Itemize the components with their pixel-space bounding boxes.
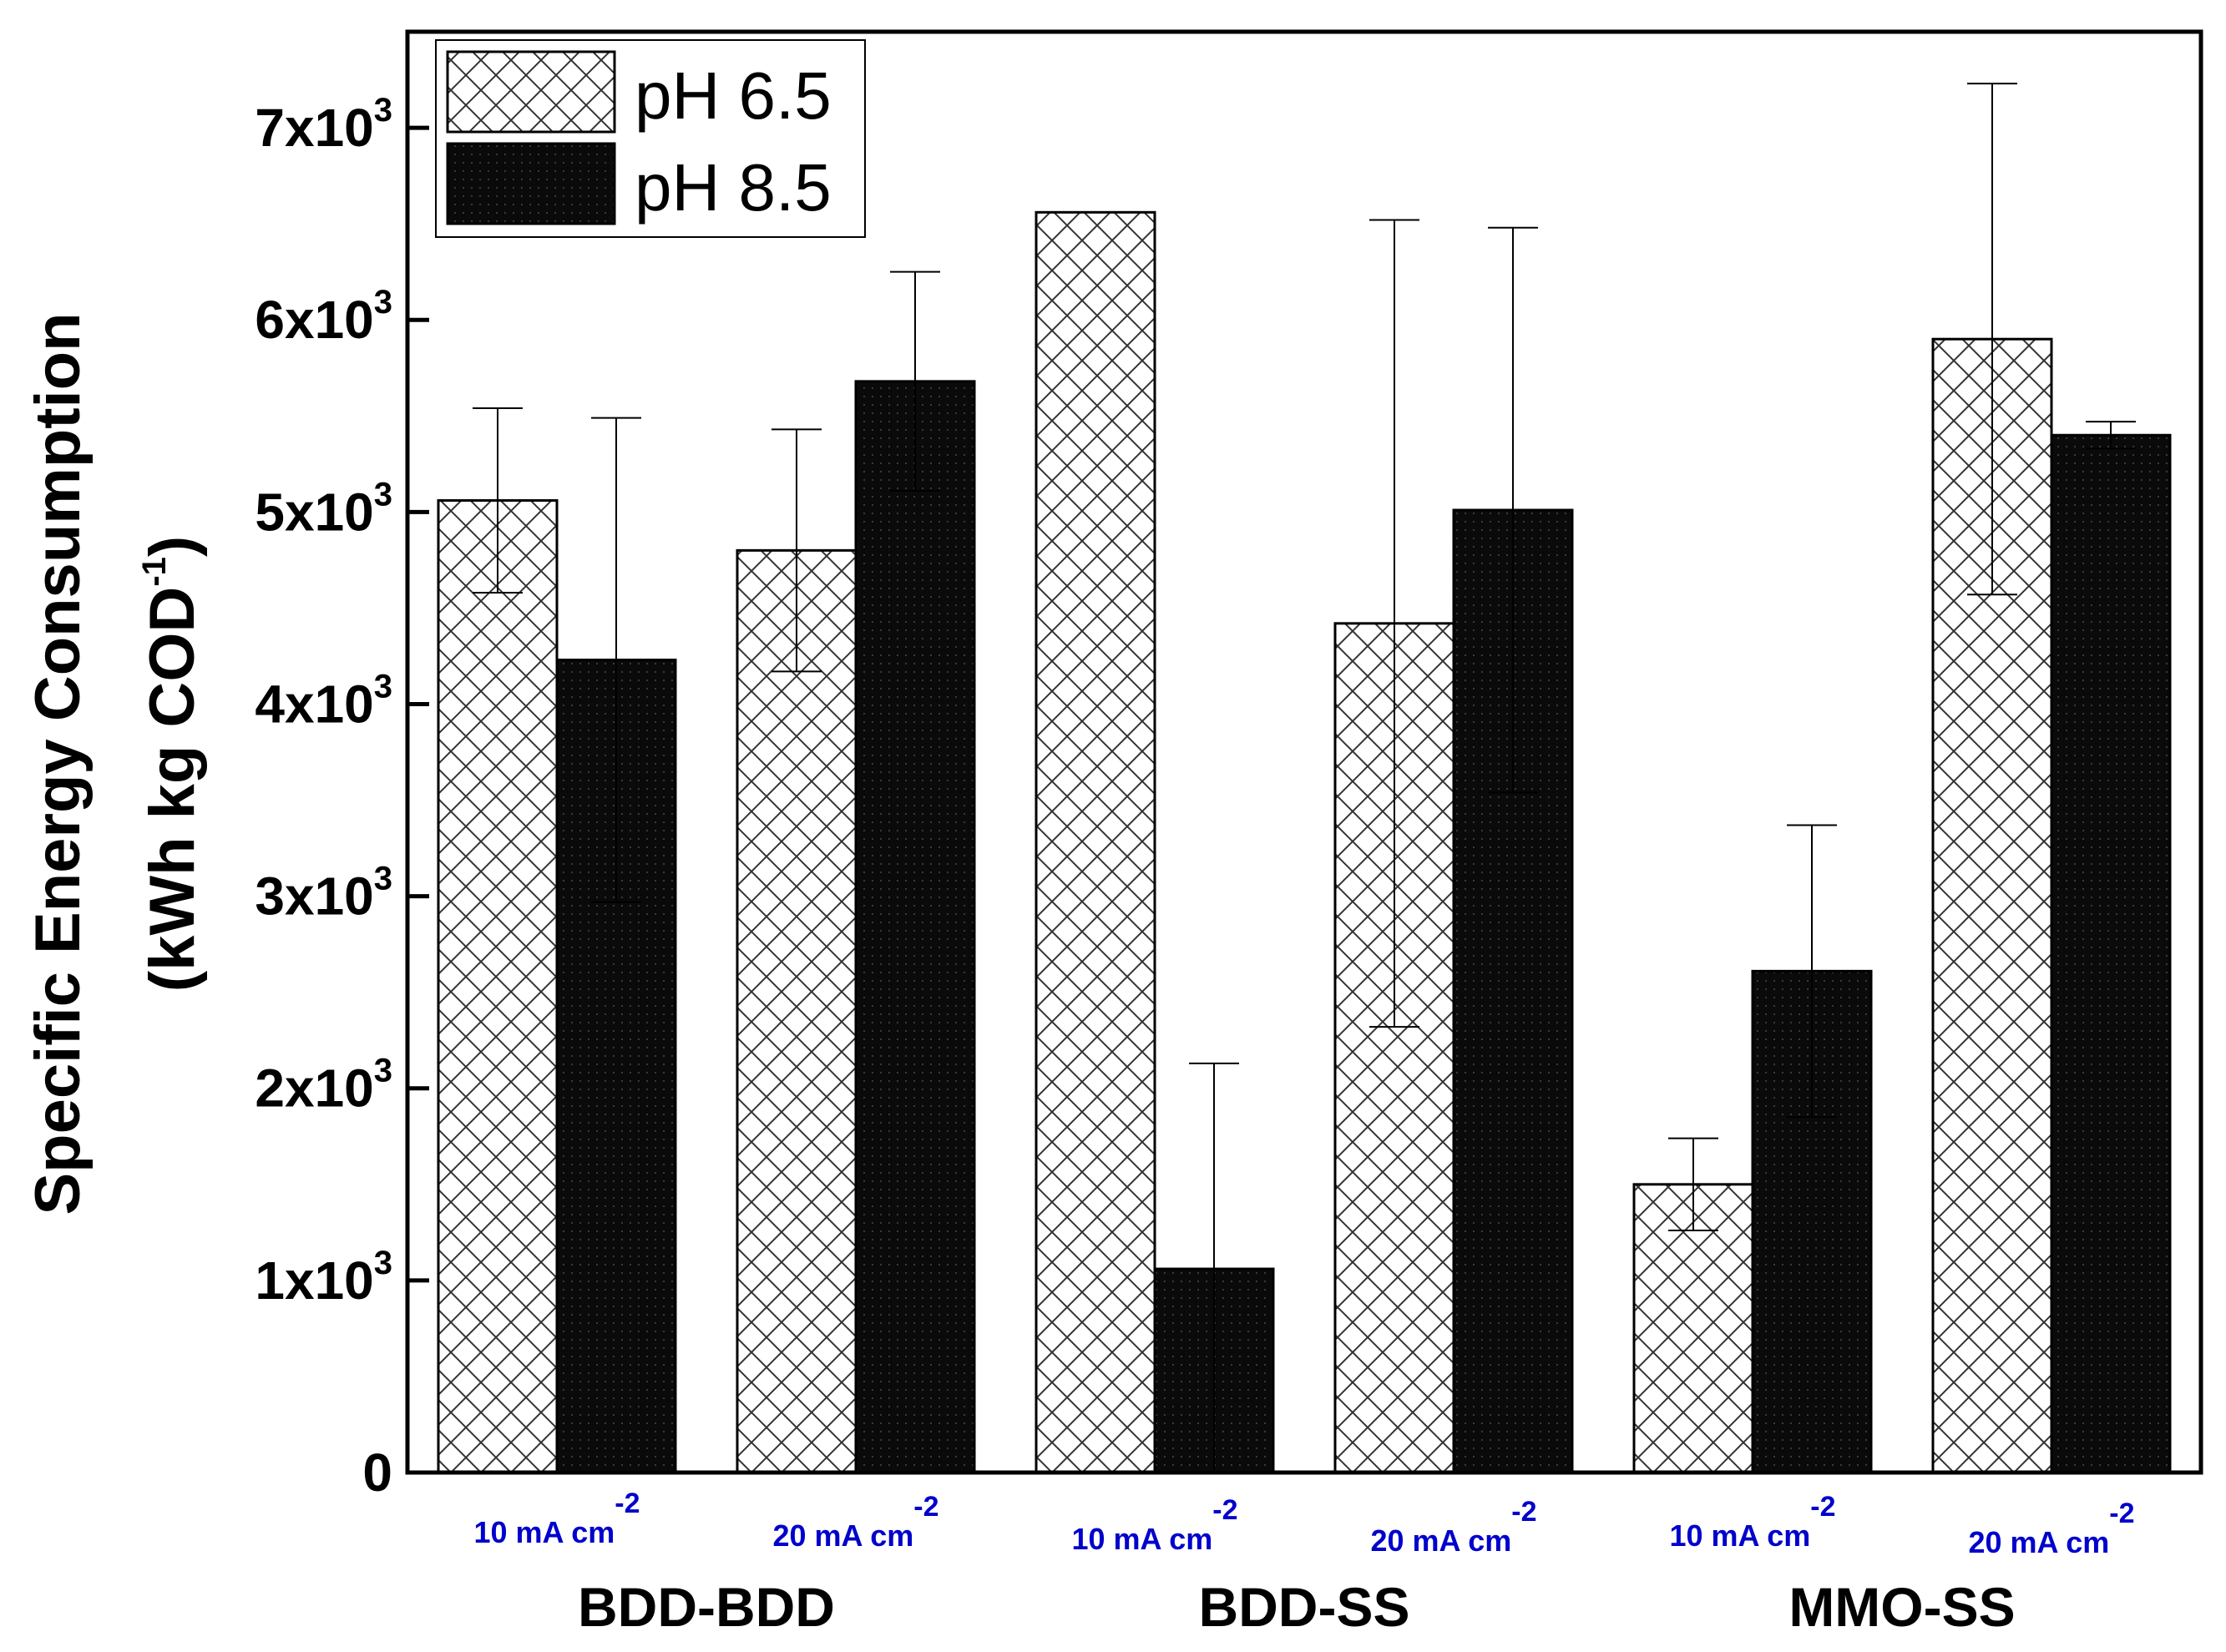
category-label: 20 mA cm-2 xyxy=(773,1491,939,1553)
category-label: 10 mA cm-2 xyxy=(474,1488,640,1549)
group-label: BDD-SS xyxy=(1198,1576,1409,1638)
legend-swatch xyxy=(446,50,616,134)
category-label: 10 mA cm-2 xyxy=(1072,1494,1238,1556)
bar-ph65-1 xyxy=(736,548,858,1474)
y-axis-label-line2: (kWh kg COD-1) xyxy=(136,536,208,992)
bar-ph85-1 xyxy=(854,380,976,1474)
y-axis-label: Specific Energy Consumption xyxy=(23,312,94,1215)
y-tick-label: 6x103 xyxy=(255,284,392,350)
y-tick-label: 5x103 xyxy=(255,476,392,542)
y-axis-unit-label: (kWh kg COD-1) xyxy=(136,536,208,992)
error-bars xyxy=(473,83,2136,1473)
bar-ph85-5 xyxy=(2050,433,2172,1474)
y-tick-label: 1x103 xyxy=(255,1245,392,1311)
bar-ph65-4 xyxy=(1632,1183,1754,1474)
legend: pH 6.5 pH 8.5 xyxy=(435,39,866,238)
y-axis-ticks: 0 1x103 2x103 3x103 4x103 5x103 6x103 7x103 xyxy=(255,92,429,1503)
bar-ph85-0 xyxy=(555,659,677,1474)
bar-ph65-0 xyxy=(437,499,559,1474)
group-label: BDD-BDD xyxy=(578,1576,835,1638)
x-axis-labels: 10 mA cm-2 20 mA cm-2 10 mA cm-2 20 mA cm-2… xyxy=(474,1488,2135,1638)
plot-frame xyxy=(405,29,2203,1475)
group-label: MMO-SS xyxy=(1788,1576,2015,1638)
y-tick-label: 7x103 xyxy=(255,92,392,158)
category-label: 20 mA cm-2 xyxy=(1969,1498,2135,1559)
bars xyxy=(437,210,2172,1474)
y-tick-label: 0 xyxy=(362,1442,392,1503)
category-label: 10 mA cm-2 xyxy=(1670,1491,1836,1553)
y-tick-label: 4x103 xyxy=(255,668,392,734)
legend-swatch xyxy=(446,142,616,225)
category-label: 20 mA cm-2 xyxy=(1371,1496,1537,1558)
legend-label: pH 8.5 xyxy=(635,150,832,225)
y-tick-label: 2x103 xyxy=(255,1053,392,1119)
legend-label: pH 6.5 xyxy=(635,58,832,133)
y-tick-label: 3x103 xyxy=(255,861,392,927)
y-axis-label-line1: Specific Energy Consumption xyxy=(23,312,94,1215)
bar-ph65-2 xyxy=(1035,210,1156,1474)
